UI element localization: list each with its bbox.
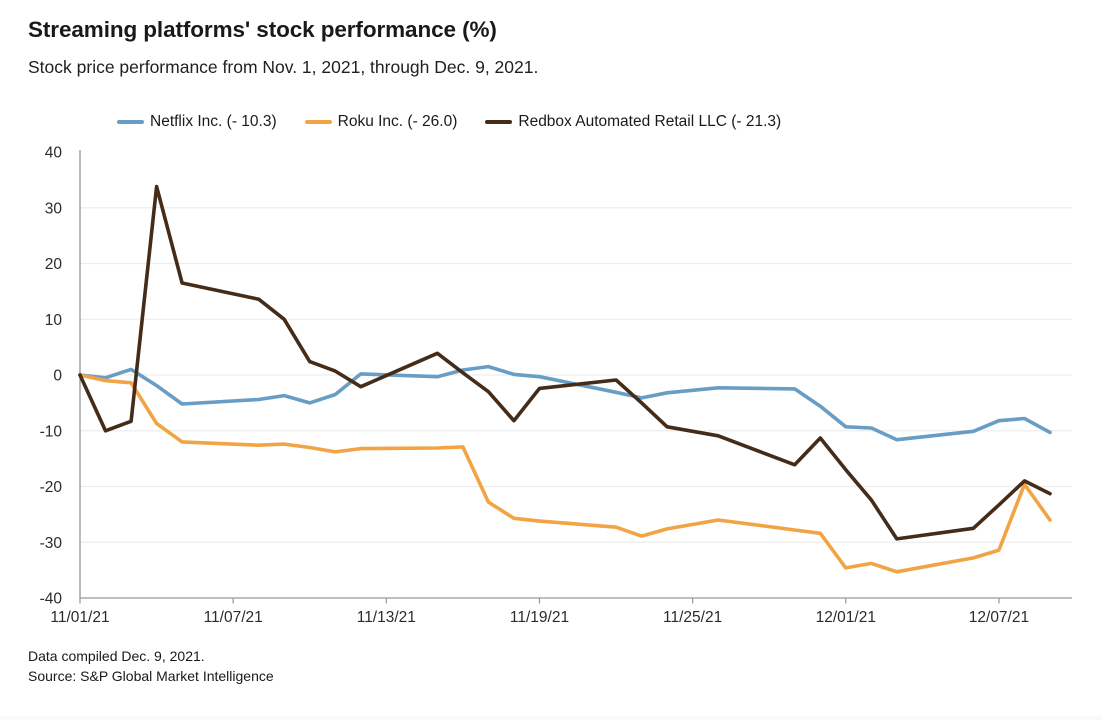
- source-note: Source: S&P Global Market Intelligence: [28, 667, 274, 684]
- legend-label-redbox: Redbox Automated Retail LLC (- 21.3): [518, 113, 782, 130]
- axis-lines: [79, 150, 1072, 599]
- netflix-line-swatch-icon: [117, 119, 144, 125]
- x-tick-label-11/01/21: 11/01/21: [50, 609, 109, 626]
- legend-item-netflix: Netflix Inc. (- 10.3): [117, 113, 277, 131]
- legend-item-redbox: Redbox Automated Retail LLC (- 21.3): [485, 113, 781, 131]
- chart-footnotes: Data compiled Dec. 9, 2021. Source: S&P …: [28, 647, 274, 686]
- chart-subtitle: Stock price performance from Nov. 1, 202…: [28, 57, 539, 77]
- legend: Netflix Inc. (- 10.3) Roku Inc. (- 26.0)…: [117, 113, 781, 131]
- data-compiled-note: Data compiled Dec. 9, 2021.: [28, 648, 205, 664]
- legend-label-roku: Roku Inc. (- 26.0): [337, 113, 458, 130]
- y-tick-label--20: -20: [40, 479, 63, 496]
- roku-line-swatch-icon: [304, 119, 332, 125]
- y-tick-label--10: -10: [40, 423, 63, 440]
- x-tick-label-12/01/21: 12/01/21: [816, 609, 876, 626]
- series-line-redbox-automated-retail-llc: [78, 184, 1052, 541]
- y-tick-label-0: 0: [53, 368, 62, 385]
- series-line-netflix-inc: [78, 364, 1052, 442]
- y-tick-label--40: -40: [40, 591, 63, 608]
- x-tick-label-11/13/21: 11/13/21: [357, 609, 416, 626]
- series-line-roku-inc: [78, 373, 1052, 574]
- y-tick-label-20: 20: [45, 256, 63, 273]
- chart-title: Streaming platforms' stock performance (…: [28, 17, 497, 42]
- x-tick-label-12/07/21: 12/07/21: [969, 609, 1029, 626]
- x-tick-label-11/25/21: 11/25/21: [663, 609, 722, 626]
- y-tick-label-10: 10: [45, 312, 63, 329]
- y-tick-label-30: 30: [45, 200, 63, 217]
- redbox-line-swatch-icon: [485, 119, 513, 125]
- x-tick-label-11/19/21: 11/19/21: [510, 609, 569, 626]
- y-tick-label-40: 40: [45, 145, 63, 162]
- x-tick-label-11/07/21: 11/07/21: [204, 609, 263, 626]
- legend-item-roku: Roku Inc. (- 26.0): [304, 113, 458, 131]
- legend-label-netflix: Netflix Inc. (- 10.3): [150, 113, 277, 130]
- y-tick-label--30: -30: [40, 535, 63, 552]
